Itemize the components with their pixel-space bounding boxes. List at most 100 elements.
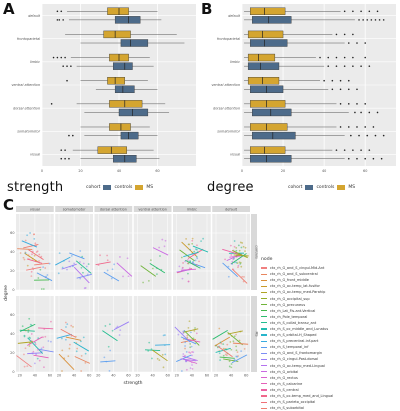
data-point [41,288,43,290]
data-point [190,352,192,354]
box-controls-default [252,16,291,23]
data-point [191,364,193,366]
data-point [245,247,247,249]
data-point [27,265,29,267]
node-legend-label: ctx_rh_G_and_S_subcentral [270,272,318,276]
box-ms-dorsal-attention-outlier [364,103,366,105]
box-controls-dorsal-attention [252,109,291,116]
node-legend-label: ctx_rh_Pole_temporal [270,315,307,319]
data-point [240,266,242,268]
data-point [111,278,113,280]
box-controls-somatomotor-outlier [350,135,352,137]
facet-label-ventral-attention: ventral attention [138,207,167,211]
data-point [235,345,237,347]
box-controls-visual-outlier [68,158,70,160]
data-point [178,334,180,336]
data-point [231,261,233,263]
data-point [191,355,193,357]
box-controls-frontoparietal-outlier [348,42,350,44]
x-tick-label: 60 [166,374,170,378]
data-point [38,260,40,262]
data-point [219,352,221,354]
data-point [106,255,108,257]
data-point [23,354,25,356]
data-point [42,336,44,338]
data-point [243,246,245,248]
data-point [164,353,166,355]
box-ms-ventral-attention-outlier [66,80,68,82]
node-legend-line-icon [261,389,267,390]
box-controls-somatomotor-outlier [383,135,385,137]
node-legend-line-icon [261,298,267,299]
data-point [200,240,202,242]
data-point [43,366,45,368]
data-point [226,344,228,346]
node-legend-label: ctx_rh_G_precuneus [270,303,305,307]
box-ms-visual-outlier [352,149,354,151]
box-controls-visual-outlier [373,158,375,160]
facet-label-dorsal-attention: dorsal attention [100,207,127,211]
data-point [188,281,190,283]
node-legend-line-icon [261,334,267,335]
data-point [238,265,240,267]
x-tick-label: 60 [87,374,91,378]
node-legend-label: ctx_rh_S_oc_middle_and_Lunatus [270,327,328,331]
data-point [28,329,30,331]
data-point [191,351,193,353]
data-point [33,238,35,240]
box-ms-limbic-outlier [57,57,59,59]
data-point [148,342,150,344]
box-ms-visual [98,147,127,154]
data-point [185,238,187,240]
box-controls-visual-outlier [60,158,62,160]
node-legend-line-icon [261,286,267,287]
data-point [238,245,240,247]
box-controls-somatomotor-outlier [366,135,368,137]
x-tick-label: 40 [322,169,326,173]
data-point [61,338,63,340]
x-tick-label: 40 [117,169,121,173]
box-controls-somatomotor [252,132,295,139]
degree-axis-title: degree [207,180,254,195]
box-controls-visual [250,155,291,162]
box-controls-somatomotor-outlier [375,135,377,137]
data-point [30,275,32,277]
data-point [182,353,184,355]
box-ms-default-outlier [344,10,346,12]
data-point [66,323,68,325]
data-point [233,258,235,260]
x-tick-label: 40 [229,374,233,378]
data-point [237,351,239,353]
data-point [158,359,160,361]
data-point [83,263,85,265]
data-point [107,270,109,272]
data-point [191,243,193,245]
data-point [230,366,232,368]
box-ms-default-outlier [60,10,62,12]
data-point [83,336,85,338]
scatter-y-title: degree [3,285,9,301]
category-label-visual: visual [30,153,40,157]
node-legend-label: ctx_rh_G_orbital [270,370,298,374]
data-point [234,246,236,248]
category-label-limbic: limbic [30,60,40,64]
scatter-x-title: strength [124,380,143,386]
data-point [235,247,237,249]
box-controls-frontoparietal-outlier [356,42,358,44]
box-ms-limbic-outlier [319,57,321,59]
controls-swatch [103,185,111,190]
data-point [187,259,189,261]
box-controls-limbic-outlier [62,65,64,67]
data-point [164,334,166,336]
data-point [186,351,188,353]
box-ms-visual-outlier [336,149,338,151]
box-ms-ventral-attention-outlier [348,80,350,82]
x-tick-label: 20 [78,169,82,173]
node-legend-line-icon [261,341,267,342]
data-point [24,335,26,337]
data-point [165,240,167,242]
box-ms-default [250,8,285,15]
data-point [219,359,221,361]
facet-label-somatomotor: somatomotor [63,207,86,211]
